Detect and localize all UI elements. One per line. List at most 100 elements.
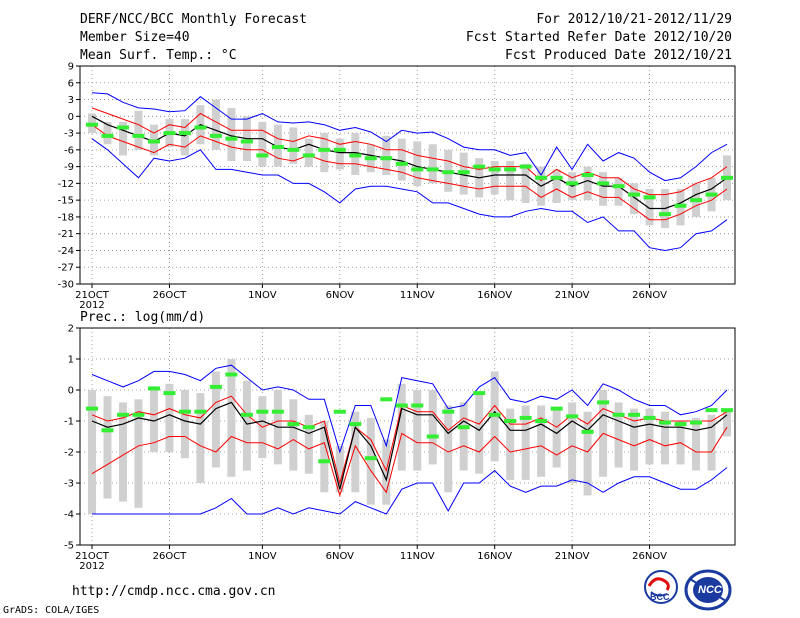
- temp-obs-marker: [225, 136, 238, 141]
- forecast-period: For 2012/10/21-2012/11/29: [536, 12, 732, 27]
- precip-min-line: [92, 467, 728, 515]
- precip-lower-line: [91, 426, 728, 498]
- temp-plot-frame: [79, 65, 736, 285]
- temp-ytick-label: -3: [64, 129, 74, 140]
- precip-obs-marker: [566, 414, 579, 419]
- temp-xtick-label: 21NOV: [555, 290, 590, 301]
- precip-spread-box: [521, 405, 530, 480]
- temp-ytick-label: -6: [64, 145, 74, 156]
- temp-spread-box: [134, 110, 143, 150]
- temp-obs-marker: [194, 125, 207, 130]
- precip-obs-marker: [690, 420, 703, 425]
- temp-obs-marker: [581, 173, 594, 177]
- precip-ytick-label: -4: [64, 510, 74, 521]
- temp-obs-marker: [426, 167, 439, 172]
- precip-ytick-label: 0: [68, 386, 74, 397]
- temp-obs-marker: [519, 164, 532, 169]
- temp-obs-marker: [550, 175, 563, 180]
- temp-obs-marker: [318, 147, 331, 152]
- temp-spread-box: [552, 169, 561, 203]
- precip-spread-box: [614, 402, 623, 468]
- precip-spread-box: [723, 408, 731, 437]
- precip-ytick-label: -3: [64, 479, 74, 490]
- precip-obs-marker: [116, 412, 129, 417]
- precip-spread-box: [537, 405, 546, 477]
- temp-spread-box: [521, 163, 530, 203]
- precip-spread-box: [149, 386, 158, 452]
- precip-obs-marker: [643, 415, 656, 420]
- temp-spread-box: [180, 119, 189, 156]
- precip-spread-box: [382, 439, 391, 505]
- temp-xtick-label: 26OCT: [153, 290, 188, 301]
- precip-obs-marker: [721, 408, 733, 413]
- precip-obs-marker: [426, 434, 439, 439]
- precip-obs-marker: [132, 412, 145, 417]
- precip-xtick-label: 26OCT: [153, 551, 188, 562]
- temp-ytick-label: -12: [58, 179, 74, 190]
- temp-spread-box: [413, 141, 422, 187]
- temp-xtick-label: 21OCT: [75, 290, 110, 301]
- temp-ytick-label: -15: [58, 196, 74, 207]
- temp-spread-box: [583, 166, 592, 201]
- precip-spread-box: [134, 399, 143, 508]
- precip-obs-marker: [163, 391, 176, 396]
- website-url[interactable]: http://cmdp.ncc.cma.gov.cn: [72, 584, 276, 599]
- precip-spread-box: [444, 405, 453, 493]
- precip-xtick-label: 16NOV: [477, 551, 512, 562]
- precip-obs-marker: [411, 403, 424, 408]
- precip-spread-box: [661, 411, 670, 465]
- temp-obs-marker: [597, 181, 610, 186]
- precip-ytick-label: -1: [64, 417, 74, 428]
- temp-ytick-label: 3: [68, 95, 74, 106]
- precip-spread-box: [506, 408, 515, 480]
- precip-obs-marker: [240, 412, 253, 417]
- forecast-started-date: Fcst Started Refer Date 2012/10/20: [465, 30, 732, 45]
- temp-obs-marker: [705, 192, 718, 197]
- temp-obs-marker: [240, 139, 253, 144]
- precip-spread-box: [428, 390, 437, 465]
- temp-obs-marker: [287, 147, 300, 152]
- temp-ytick-label: -18: [58, 212, 74, 223]
- precip-spread-box: [630, 408, 639, 471]
- precip-obs-marker: [488, 412, 501, 417]
- temp-spread-box: [258, 121, 267, 167]
- precip-spread-box: [583, 411, 592, 496]
- precip-spread-box: [289, 399, 298, 471]
- precip-obs-marker: [194, 409, 207, 414]
- precip-obs-marker: [473, 391, 486, 396]
- precip-spread-box: [475, 393, 484, 474]
- precip-spread-box: [242, 380, 251, 471]
- temp-spread-box: [599, 172, 608, 206]
- precip-spread-box: [366, 417, 375, 505]
- temp-spread-box: [428, 144, 437, 184]
- temp-obs-marker: [101, 133, 114, 138]
- temp-spread-box: [645, 188, 654, 226]
- temp-max-line: [91, 92, 728, 182]
- temp-obs-marker: [256, 153, 269, 158]
- precip-obs-marker: [705, 408, 718, 413]
- temp-spread-box: [304, 138, 313, 167]
- precip-obs-marker: [581, 429, 594, 434]
- precip-obs-marker: [101, 428, 114, 433]
- temp-spread-box: [335, 138, 344, 170]
- precip-obs-marker: [535, 419, 548, 423]
- temp-obs-marker: [380, 156, 393, 161]
- temp-spread-box: [506, 161, 515, 201]
- precip-xtick-label: 21OCT: [75, 551, 110, 562]
- temp-ytick-label: -30: [58, 280, 74, 291]
- precip-obs-marker: [287, 422, 300, 427]
- temp-obs-marker: [349, 153, 362, 158]
- temp-obs-marker: [395, 161, 408, 166]
- precip-obs-marker: [550, 406, 563, 411]
- temp-spread-box: [227, 107, 236, 162]
- precip-obs-marker: [178, 409, 191, 414]
- temp-spread-box: [397, 138, 406, 181]
- temp-obs-marker: [473, 164, 486, 169]
- temp-ytick-label: 6: [68, 78, 74, 89]
- temp-ytick-label: -27: [58, 263, 74, 274]
- temp-obs-marker: [659, 212, 672, 217]
- temp-obs-marker: [504, 167, 517, 172]
- precip-xtick-label: 6NOV: [326, 551, 355, 562]
- temp-xtick-label: 11NOV: [400, 290, 435, 301]
